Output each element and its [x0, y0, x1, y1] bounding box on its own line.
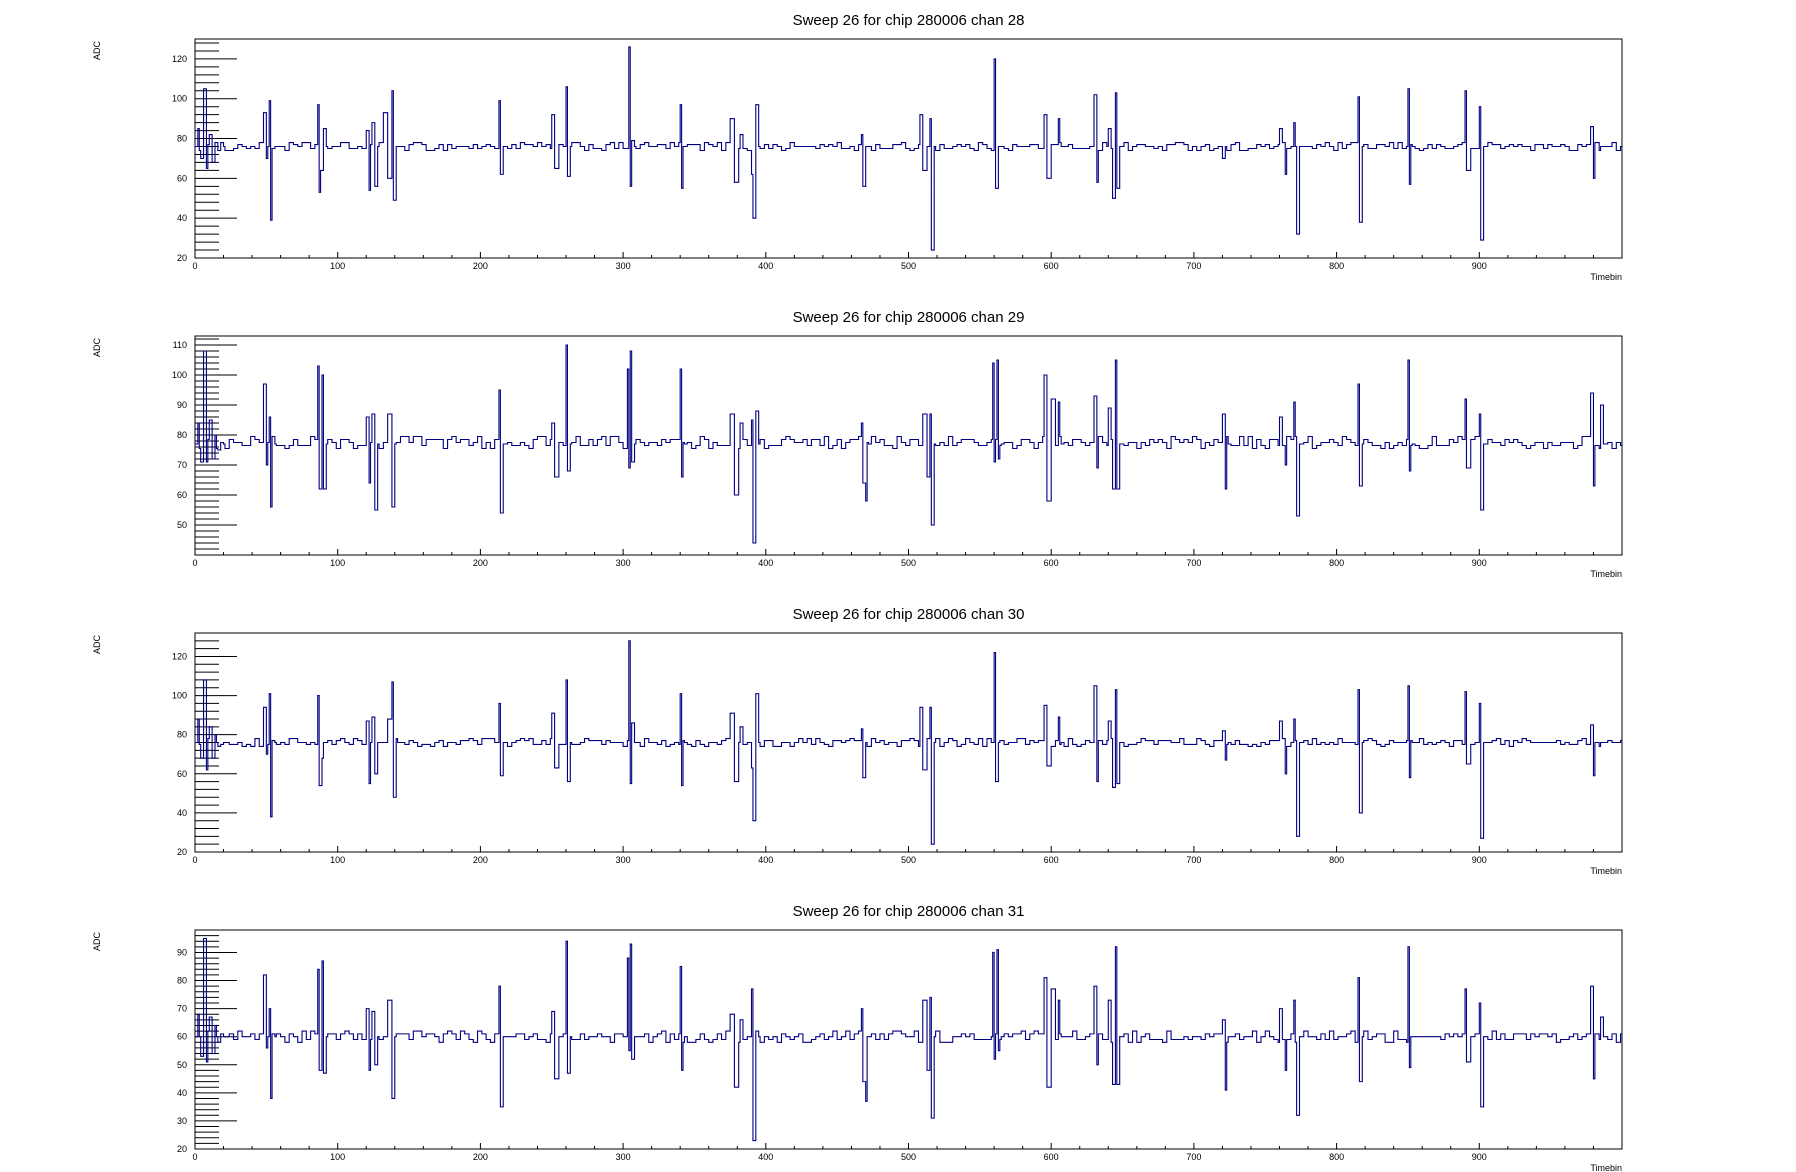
y-axis-label: ADC: [92, 41, 102, 61]
x-tick-label: 0: [192, 558, 197, 568]
x-tick-label: 800: [1329, 855, 1344, 865]
y-tick-label: 100: [172, 94, 187, 104]
x-tick-label: 800: [1329, 261, 1344, 271]
y-tick-label: 100: [172, 691, 187, 701]
x-axis-label: Timebin: [1590, 569, 1622, 579]
x-tick-label: 0: [192, 261, 197, 271]
x-tick-label: 300: [616, 1152, 631, 1162]
y-tick-label: 20: [177, 1144, 187, 1154]
y-axis-label: ADC: [92, 338, 102, 358]
x-tick-label: 400: [758, 558, 773, 568]
x-tick-label: 400: [758, 261, 773, 271]
y-tick-label: 120: [172, 651, 187, 661]
series-line: [194, 46, 1622, 251]
x-axis-label: Timebin: [1590, 272, 1622, 282]
x-tick-label: 700: [1186, 558, 1201, 568]
x-tick-label: 600: [1044, 558, 1059, 568]
y-tick-label: 50: [177, 520, 187, 530]
x-tick-label: 100: [330, 558, 345, 568]
y-tick-label: 40: [177, 1088, 187, 1098]
y-tick-label: 20: [177, 847, 187, 857]
y-tick-label: 80: [177, 730, 187, 740]
y-tick-label: 70: [177, 460, 187, 470]
x-axis-label: Timebin: [1590, 866, 1622, 876]
y-tick-label: 60: [177, 769, 187, 779]
series-line: [195, 640, 1622, 845]
x-tick-label: 900: [1472, 855, 1487, 865]
series-line: [195, 937, 1622, 1142]
x-tick-label: 200: [473, 558, 488, 568]
x-tick-label: 400: [758, 1152, 773, 1162]
x-tick-label: 200: [473, 855, 488, 865]
y-tick-label: 60: [177, 173, 187, 183]
y-tick-label: 60: [177, 490, 187, 500]
x-tick-label: 600: [1044, 261, 1059, 271]
y-tick-label: 20: [177, 253, 187, 263]
chart-title: Sweep 26 for chip 280006 chan 28: [793, 12, 1025, 29]
x-tick-label: 600: [1044, 1152, 1059, 1162]
x-tick-label: 900: [1472, 558, 1487, 568]
y-tick-label: 30: [177, 1116, 187, 1126]
y-tick-label: 70: [177, 1004, 187, 1014]
y-tick-label: 110: [173, 340, 187, 350]
y-tick-label: 60: [177, 1032, 187, 1042]
x-tick-label: 700: [1186, 855, 1201, 865]
y-tick-label: 40: [177, 808, 187, 818]
y-tick-label: 80: [177, 430, 187, 440]
x-tick-label: 0: [192, 1152, 197, 1162]
x-tick-label: 900: [1472, 1152, 1487, 1162]
x-tick-label: 500: [901, 1152, 916, 1162]
chart-panel-4: Sweep 26 for chip 280006 chan 31 ADC Timeb…: [92, 903, 1623, 1172]
x-tick-label: 600: [1044, 855, 1059, 865]
chart-title: Sweep 26 for chip 280006 chan 31: [793, 903, 1025, 920]
chart-title: Sweep 26 for chip 280006 chan 29: [793, 309, 1025, 326]
y-axis-label: ADC: [92, 635, 102, 655]
x-tick-label: 300: [616, 261, 631, 271]
x-tick-label: 500: [901, 261, 916, 271]
y-tick-label: 120: [172, 54, 187, 64]
y-tick-label: 80: [177, 134, 187, 144]
x-tick-label: 100: [330, 855, 345, 865]
x-axis-label: Timebin: [1590, 1163, 1622, 1172]
chart-title: Sweep 26 for chip 280006 chan 30: [793, 606, 1025, 623]
y-tick-label: 40: [177, 213, 187, 223]
y-axis-label: ADC: [92, 932, 102, 952]
x-tick-label: 700: [1186, 261, 1201, 271]
x-tick-label: 200: [473, 261, 488, 271]
x-tick-label: 900: [1472, 261, 1487, 271]
y-tick-label: 50: [177, 1060, 187, 1070]
x-tick-label: 300: [616, 558, 631, 568]
x-tick-label: 0: [192, 855, 197, 865]
y-tick-label: 80: [177, 976, 187, 986]
series-line: [195, 344, 1622, 544]
x-tick-label: 800: [1329, 1152, 1344, 1162]
x-tick-label: 700: [1186, 1152, 1201, 1162]
y-tick-label: 100: [172, 370, 187, 380]
x-tick-label: 200: [473, 1152, 488, 1162]
y-tick-label: 90: [177, 400, 187, 410]
y-tick-label: 90: [177, 947, 187, 957]
x-tick-label: 800: [1329, 558, 1344, 568]
x-tick-label: 100: [330, 1152, 345, 1162]
x-tick-label: 400: [758, 855, 773, 865]
chart-panel-1: Sweep 26 for chip 280006 chan 28 ADC Timeb…: [92, 12, 1623, 282]
x-tick-label: 500: [901, 558, 916, 568]
chart-panel-3: Sweep 26 for chip 280006 chan 30 ADC Timeb…: [92, 606, 1623, 876]
x-tick-label: 500: [901, 855, 916, 865]
chart-panel-2: Sweep 26 for chip 280006 chan 29 ADC Timeb…: [92, 309, 1623, 579]
x-tick-label: 100: [330, 261, 345, 271]
x-tick-label: 300: [616, 855, 631, 865]
